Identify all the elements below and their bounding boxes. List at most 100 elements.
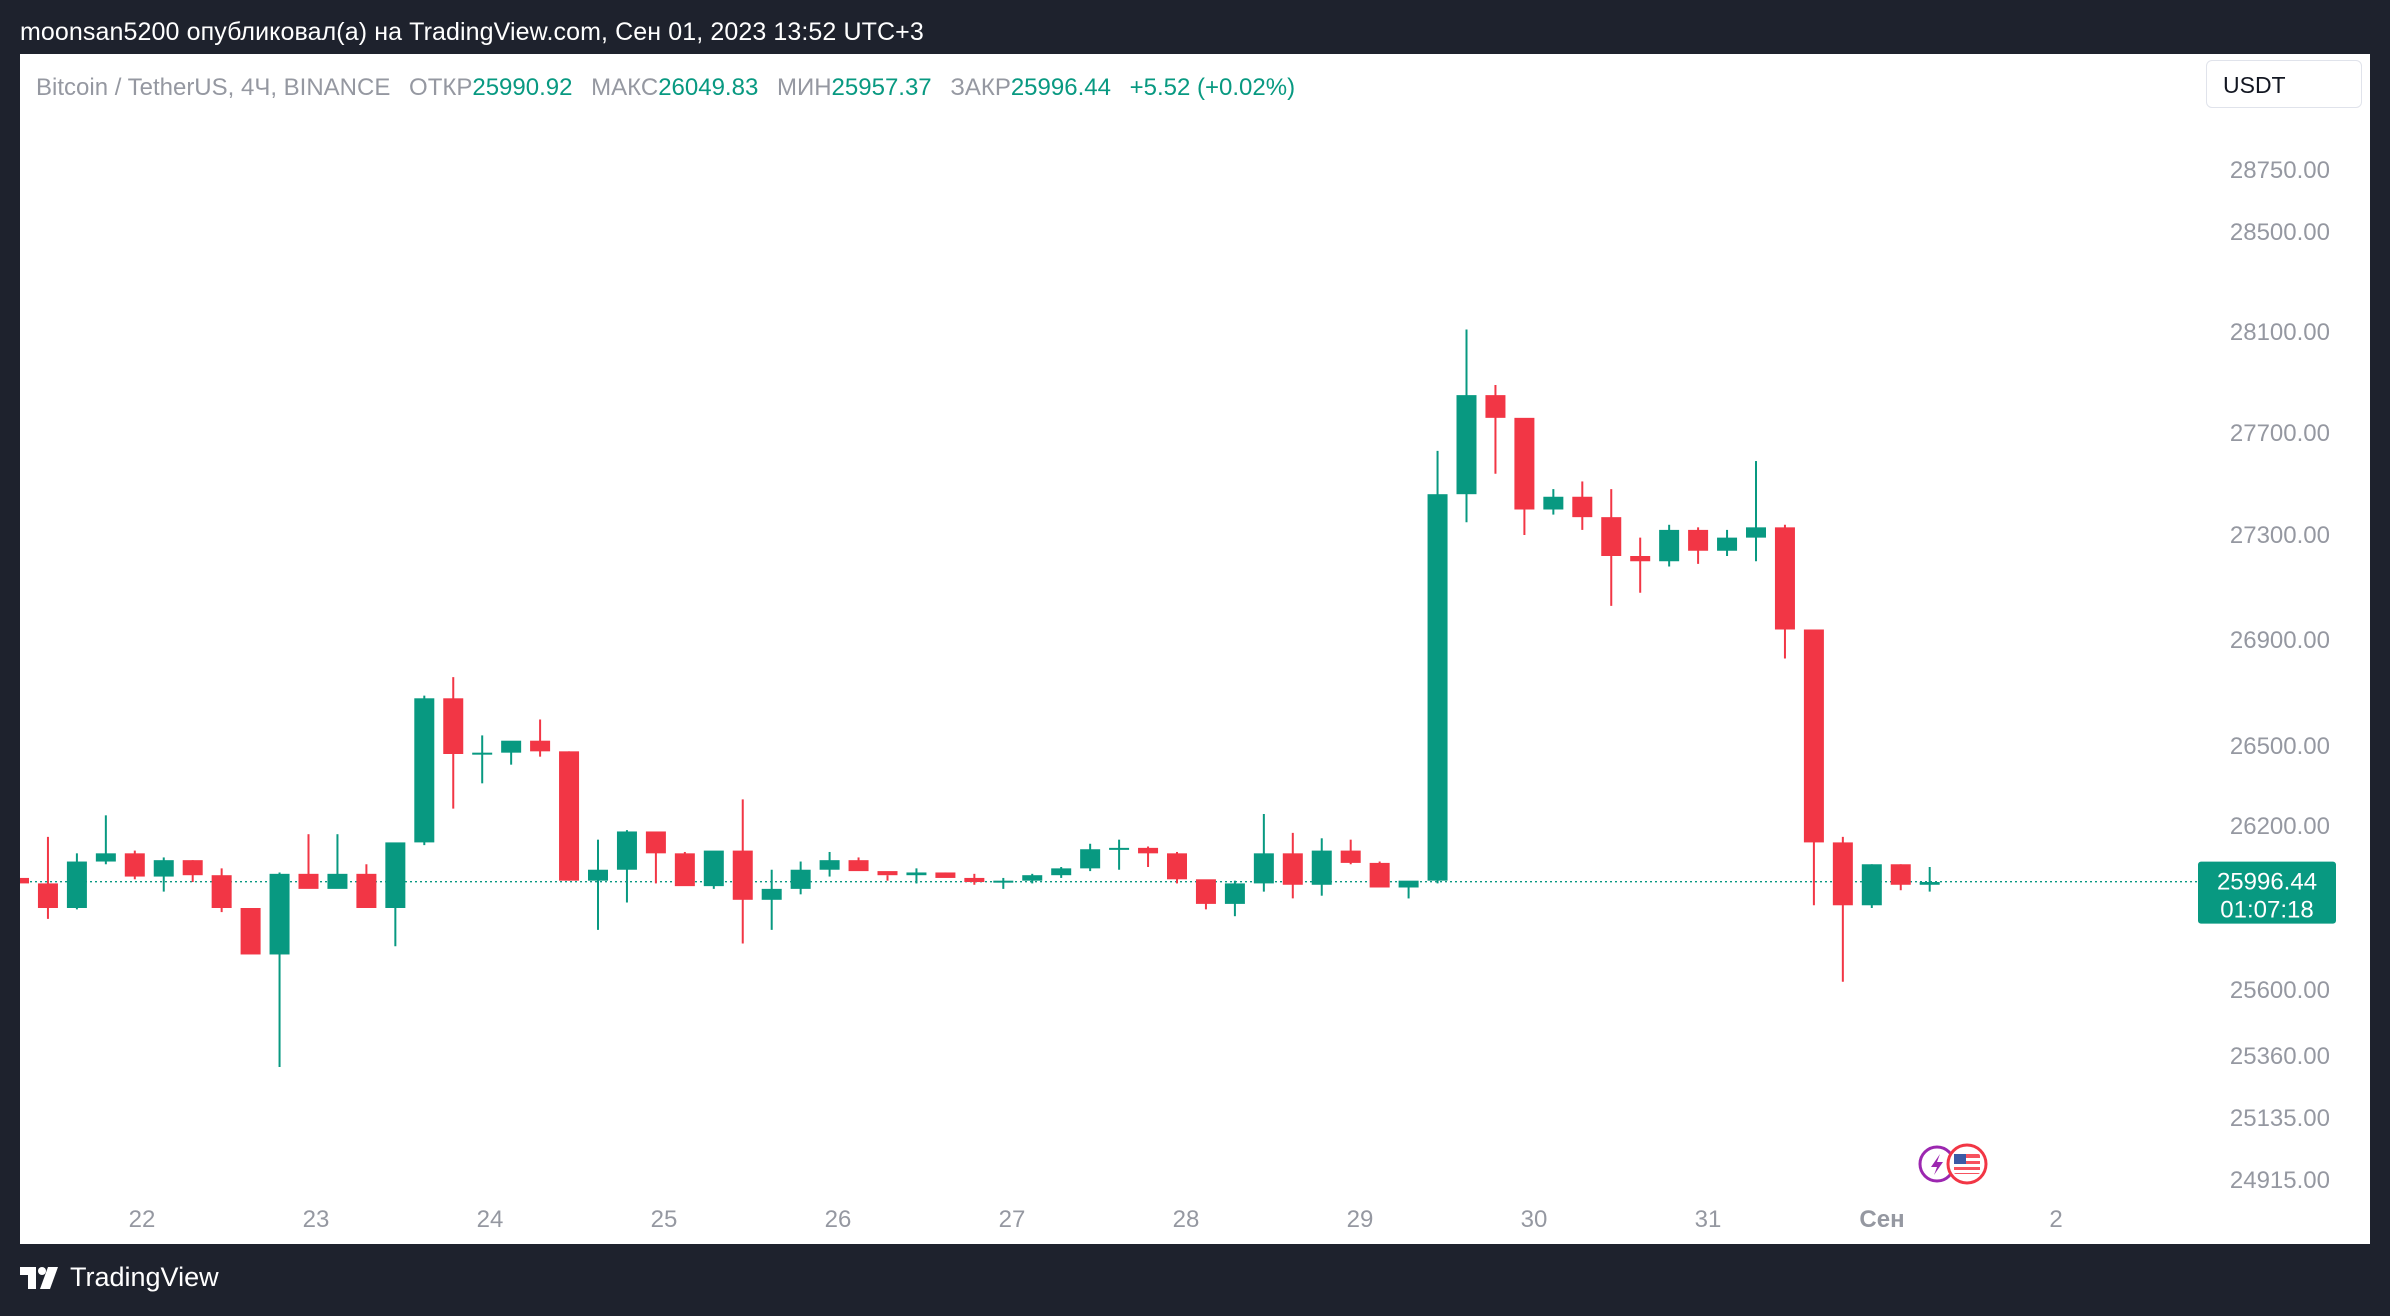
candle[interactable] (1398, 880, 1419, 899)
candle[interactable] (501, 740, 522, 765)
candle[interactable] (877, 871, 898, 881)
candle[interactable] (1572, 481, 1593, 530)
candle[interactable] (790, 861, 811, 895)
candle[interactable] (1543, 489, 1564, 515)
candle[interactable] (1224, 880, 1245, 917)
candle[interactable] (443, 677, 464, 809)
candle[interactable] (761, 869, 782, 930)
candle[interactable] (327, 834, 348, 889)
candle[interactable] (1080, 843, 1101, 872)
candle[interactable] (414, 695, 435, 846)
candle[interactable] (95, 815, 116, 865)
candle[interactable] (616, 830, 637, 903)
candle[interactable] (1890, 864, 1911, 891)
candle[interactable] (645, 831, 666, 884)
candlestick-chart[interactable]: 28750.00 28500.00 28100.00 27700.00 27300.00… (20, 54, 2370, 1244)
candle[interactable] (1514, 417, 1535, 535)
candle[interactable] (356, 864, 377, 908)
time-tick-label: 27 (999, 1206, 1026, 1233)
time-tick-label: 22 (129, 1206, 156, 1233)
candle[interactable] (1138, 846, 1159, 868)
candle[interactable] (530, 719, 551, 757)
candle[interactable] (66, 853, 87, 910)
candle[interactable] (472, 735, 493, 784)
candle-body (761, 888, 782, 900)
candle-body (1572, 496, 1593, 518)
candle-body (588, 869, 608, 881)
candle[interactable] (1282, 832, 1303, 899)
candle[interactable] (1485, 385, 1506, 474)
candle[interactable] (1774, 524, 1795, 659)
candle[interactable] (1659, 524, 1680, 567)
candle[interactable] (269, 872, 290, 1068)
candle-body (269, 873, 290, 955)
candle[interactable] (1022, 873, 1043, 884)
candle[interactable] (1630, 537, 1651, 593)
candle[interactable] (732, 799, 753, 944)
candle[interactable] (559, 751, 580, 881)
candle[interactable] (1746, 461, 1766, 562)
candle[interactable] (385, 842, 406, 947)
candle-body (935, 872, 956, 878)
price-tick-label: 26200.00 (2230, 813, 2330, 840)
candle[interactable] (153, 857, 174, 892)
candle[interactable] (1167, 851, 1187, 884)
candle[interactable] (1051, 867, 1072, 878)
candle-body (66, 861, 87, 908)
candle[interactable] (935, 872, 956, 878)
candle[interactable] (1919, 867, 1940, 892)
candle[interactable] (1427, 450, 1448, 884)
lightning-glyph (1931, 1154, 1943, 1175)
candle-body (1051, 868, 1072, 876)
candle[interactable] (848, 857, 869, 872)
candle-body (37, 883, 58, 908)
candle[interactable] (1340, 839, 1361, 865)
candle-body (1890, 864, 1911, 885)
candle-body (1369, 862, 1390, 888)
low-value: 25957.37 (831, 74, 932, 101)
candle-body (993, 880, 1014, 883)
candle[interactable] (1832, 836, 1853, 982)
candle[interactable] (124, 850, 145, 880)
time-tick-label: 31 (1695, 1206, 1722, 1233)
chart-panel[interactable]: 28750.00 28500.00 28100.00 27700.00 27300.00… (20, 54, 2370, 1244)
candle-body (356, 873, 377, 908)
candle[interactable] (1109, 839, 1130, 870)
event-icons[interactable] (1918, 1143, 1988, 1185)
candle[interactable] (1717, 529, 1738, 556)
symbol-title[interactable]: Bitcoin / TetherUS, 4Ч, BINANCE (36, 74, 391, 101)
candle[interactable] (1803, 629, 1824, 906)
candle[interactable] (588, 839, 608, 930)
candle[interactable] (1195, 879, 1216, 910)
candle[interactable] (240, 908, 261, 955)
candle[interactable] (964, 873, 985, 885)
time-axis: 22 23 24 25 26 27 28 29 30 31 Сен 2 (129, 1206, 2063, 1233)
candle[interactable] (1601, 489, 1622, 606)
candle-body (819, 860, 840, 870)
footer-brand[interactable]: TradingView (20, 1262, 219, 1293)
candle[interactable] (1253, 814, 1274, 892)
candle-body (732, 850, 753, 900)
high-value: 26049.83 (658, 74, 759, 101)
candle[interactable] (37, 836, 58, 919)
candle-body (848, 860, 869, 872)
candle[interactable] (298, 834, 319, 889)
candle[interactable] (20, 875, 29, 891)
candle[interactable] (906, 868, 927, 884)
candle[interactable] (1688, 527, 1709, 564)
candle[interactable] (703, 850, 724, 889)
candle[interactable] (1456, 329, 1477, 523)
candle[interactable] (1861, 864, 1882, 908)
candle-body (153, 860, 174, 877)
time-tick-label: 23 (303, 1206, 330, 1233)
candle[interactable] (819, 851, 840, 877)
candle[interactable] (674, 851, 695, 887)
currency-selector[interactable]: USDT (2206, 60, 2362, 108)
candle[interactable] (211, 868, 232, 913)
candle[interactable] (182, 860, 203, 883)
candle[interactable] (1311, 838, 1332, 896)
candle[interactable] (993, 877, 1014, 889)
candle[interactable] (1369, 861, 1390, 888)
low-label: МИН (776, 74, 832, 101)
